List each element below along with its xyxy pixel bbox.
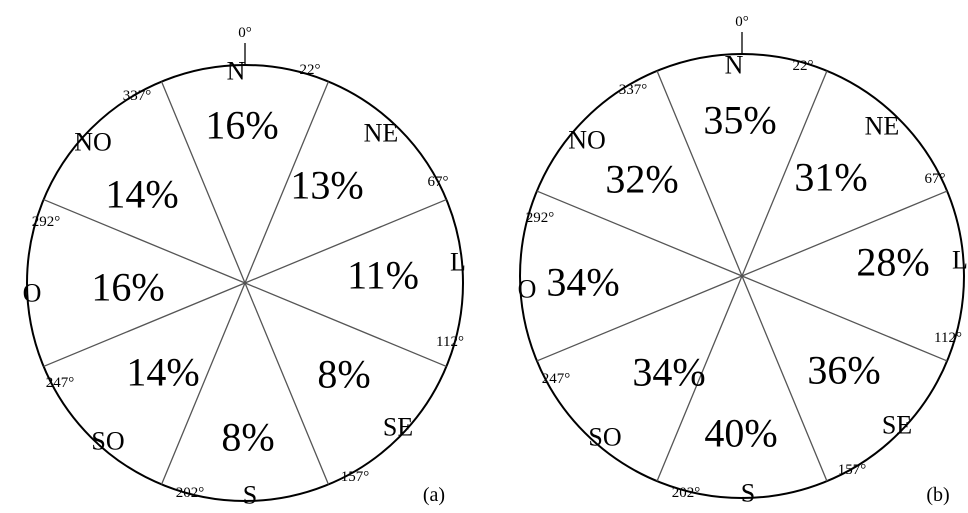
boundary-angle-label: 22°	[300, 62, 321, 78]
direction-label: SO	[588, 423, 621, 452]
sector-boundary-line	[536, 190, 743, 277]
sector-percentage: 14%	[105, 172, 178, 217]
sector-percentage: 8%	[221, 415, 274, 460]
boundary-angle-label: 157°	[341, 469, 370, 485]
sector-boundary-line	[244, 282, 330, 485]
sector-boundary-line	[43, 198, 246, 284]
direction-label: N	[227, 57, 246, 86]
sector-percentage: 16%	[91, 265, 164, 310]
direction-label: NO	[74, 128, 112, 157]
sector-boundary-line	[536, 275, 743, 362]
direction-label: NO	[568, 126, 606, 155]
direction-label: NE	[364, 119, 399, 148]
sector-percentage: 11%	[347, 253, 419, 298]
sector-percentage: 35%	[703, 98, 776, 143]
sector-percentage: 28%	[856, 240, 929, 285]
wind-rose-panel: 0° 35% N 31% NE 28% L 36%SE 40% S 34% SO 34% O 32%NO 22…	[518, 14, 968, 508]
boundary-angle-label: 67°	[428, 174, 449, 190]
sector-percentage: 14%	[126, 350, 199, 395]
north-angle-label: 0°	[238, 25, 252, 41]
north-angle-label: 0°	[735, 14, 749, 30]
boundary-angle-label: 337°	[123, 88, 152, 104]
boundary-angle-label: 67°	[925, 171, 946, 187]
direction-label: S	[243, 481, 257, 510]
sector-boundary-line	[160, 282, 246, 485]
direction-label: O	[518, 275, 537, 304]
sector-percentage: 13%	[290, 163, 363, 208]
sector-boundary-line	[741, 70, 828, 277]
sector-percentage: 40%	[704, 411, 777, 456]
panel-label: (b)	[926, 484, 949, 506]
boundary-angle-label: 337°	[619, 82, 648, 98]
sector-percentage: 8%	[317, 352, 370, 397]
boundary-angle-label: 22°	[793, 58, 814, 74]
boundary-angle-label: 202°	[672, 485, 701, 501]
boundary-angle-label: 112°	[436, 334, 464, 350]
boundary-angle-label: 247°	[46, 375, 75, 391]
sector-boundary-line	[244, 198, 447, 284]
sector-percentage: 32%	[605, 157, 678, 202]
direction-label: SE	[383, 413, 413, 442]
boundary-angle-label: 202°	[176, 485, 205, 501]
sector-percentage: 31%	[794, 155, 867, 200]
wind-rose-panel: 0° 16% N 13%NE 11% L 8% SE 8% S 14% SO 16% O 14% NO 22° 6…	[23, 25, 466, 510]
direction-label: NE	[865, 112, 900, 141]
sector-boundary-line	[43, 282, 246, 368]
sector-boundary-line	[244, 81, 330, 284]
boundary-angle-label: 157°	[838, 462, 867, 478]
direction-label: O	[23, 279, 42, 308]
sector-percentage: 34%	[632, 350, 705, 395]
sector-percentage: 16%	[205, 103, 278, 148]
direction-label: L	[952, 246, 968, 275]
direction-label: S	[741, 479, 755, 508]
direction-label: SE	[882, 411, 912, 440]
direction-label: L	[450, 248, 466, 277]
sector-boundary-line	[656, 275, 743, 482]
sector-percentage: 34%	[546, 260, 619, 305]
panel-label: (a)	[423, 484, 445, 506]
sector-boundary-line	[741, 190, 948, 277]
sector-percentage: 36%	[807, 348, 880, 393]
direction-label: N	[725, 51, 744, 80]
sector-boundary-line	[656, 70, 743, 277]
sector-boundary-line	[741, 275, 828, 482]
boundary-angle-label: 292°	[526, 210, 555, 226]
sector-boundary-line	[244, 282, 447, 368]
sector-boundary-line	[160, 81, 246, 284]
boundary-angle-label: 247°	[542, 371, 571, 387]
sector-boundary-line	[741, 275, 948, 362]
direction-label: SO	[91, 427, 124, 456]
boundary-angle-label: 292°	[32, 214, 61, 230]
boundary-angle-label: 112°	[934, 330, 962, 346]
